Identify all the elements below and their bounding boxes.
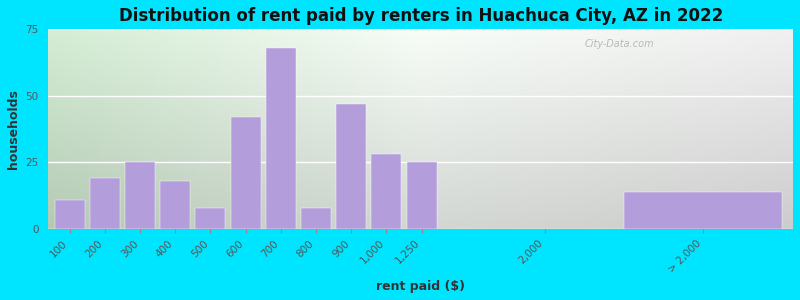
Bar bbox=[90, 178, 120, 229]
Bar bbox=[54, 200, 85, 229]
Y-axis label: households: households bbox=[7, 89, 20, 169]
Title: Distribution of rent paid by renters in Huachuca City, AZ in 2022: Distribution of rent paid by renters in … bbox=[118, 7, 723, 25]
Bar bbox=[125, 163, 155, 229]
Bar bbox=[406, 163, 437, 229]
Bar bbox=[301, 208, 331, 229]
Text: City-Data.com: City-Data.com bbox=[585, 39, 654, 49]
Bar bbox=[624, 192, 782, 229]
Bar bbox=[266, 48, 296, 229]
Bar bbox=[336, 104, 366, 229]
Bar bbox=[195, 208, 226, 229]
Bar bbox=[371, 154, 402, 229]
Bar bbox=[160, 181, 190, 229]
X-axis label: rent paid ($): rent paid ($) bbox=[376, 280, 466, 293]
Bar bbox=[230, 117, 261, 229]
